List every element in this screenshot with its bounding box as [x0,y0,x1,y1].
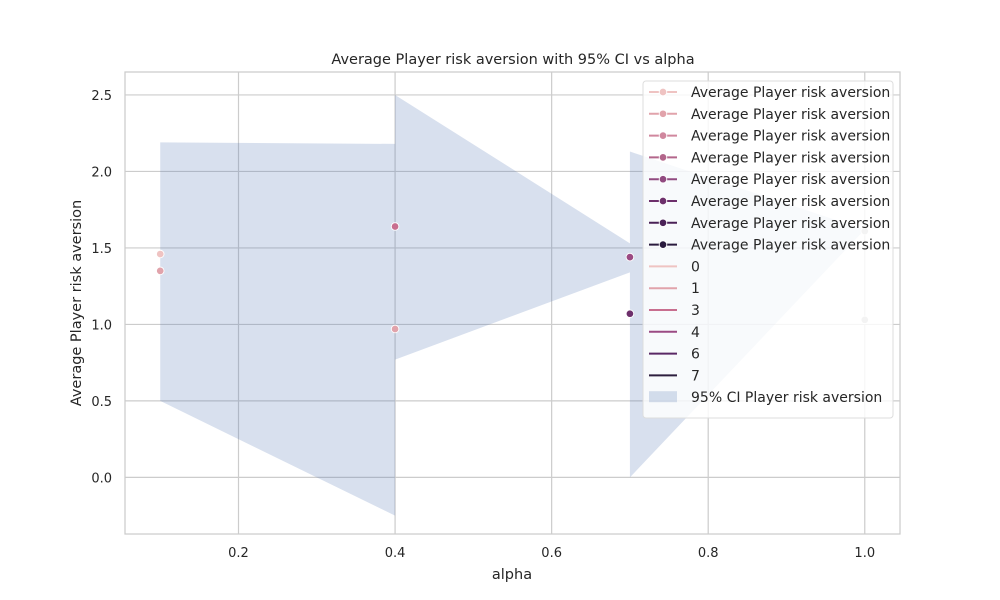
legend-label: 95% CI Player risk aversion [691,390,882,406]
legend-label: Average Player risk aversion [691,150,890,166]
legend-entry: Average Player risk aversion [649,85,890,101]
data-point [155,266,165,276]
legend-entry: Average Player risk aversion [649,129,890,145]
legend-marker [658,218,668,228]
data-point [625,309,635,318]
legend-entry: Average Player risk aversion [649,216,890,232]
legend-label: Average Player risk aversion [691,107,890,123]
legend-marker [658,240,668,249]
legend-entry: Average Player risk aversion [649,150,890,166]
y-tick-label: 0.5 [91,395,112,410]
y-tick-label: 0.0 [91,471,112,486]
x-tick-labels: 0.2 0.4 0.6 0.8 1.0 [228,546,875,561]
legend-box [642,80,894,419]
legend-entry: Average Player risk aversion [649,194,890,210]
legend-entry: 0 [649,259,700,275]
legend-marker [658,87,668,97]
legend-label: 6 [691,347,700,363]
legend-entry: 4 [649,325,700,341]
y-tick-label: 1.5 [91,242,112,257]
x-tick-label: 1.0 [854,546,875,561]
data-point [625,252,635,262]
legend-marker [658,131,668,140]
legend-label: 0 [691,259,700,275]
x-tick-label: 0.2 [228,546,249,561]
legend-entry: 1 [649,281,700,297]
legend-entry: 6 [649,347,700,363]
y-tick-label: 1.0 [91,318,112,333]
y-tick-labels: 0.0 0.5 1.0 1.5 2.0 2.5 [91,89,112,486]
y-axis-label: Average Player risk aversion [69,200,85,406]
x-tick-label: 0.6 [541,546,562,561]
legend-entry: Average Player risk aversion [649,107,890,123]
legend-entry: 95% CI Player risk aversion [649,390,882,406]
legend-label: 4 [691,325,700,341]
legend-label: 3 [691,303,700,319]
legend-label: Average Player risk aversion [691,238,890,254]
legend-label: 1 [691,281,700,297]
legend-label: Average Player risk aversion [691,85,890,101]
legend-label: 7 [691,368,700,384]
legend-marker [658,196,668,206]
legend-patch [649,391,677,403]
legend: Average Player risk aversion Average Play… [642,80,894,419]
data-point [390,324,400,334]
legend-label: Average Player risk aversion [691,172,890,188]
axes-frame [124,71,901,535]
legend-marker [658,174,668,184]
x-tick-label: 0.8 [698,546,719,561]
legend-entry: 3 [649,303,700,319]
x-axis-label: alpha [492,567,532,583]
y-tick-label: 2.0 [91,165,112,180]
legend-label: Average Player risk aversion [691,129,890,145]
legend-entry: 7 [649,368,700,384]
legend-entry: Average Player risk aversion [649,238,890,254]
x-tick-label: 0.4 [385,546,406,561]
data-point [155,249,165,259]
legend-marker [658,153,668,162]
legend-marker [658,109,668,119]
legend-label: Average Player risk aversion [691,194,890,210]
chart-title: Average Player risk aversion with 95% CI… [331,52,694,68]
legend-label: Average Player risk aversion [691,216,890,232]
legend-entry: Average Player risk aversion [649,172,890,188]
data-point [390,222,400,231]
y-tick-label: 2.5 [91,89,112,104]
